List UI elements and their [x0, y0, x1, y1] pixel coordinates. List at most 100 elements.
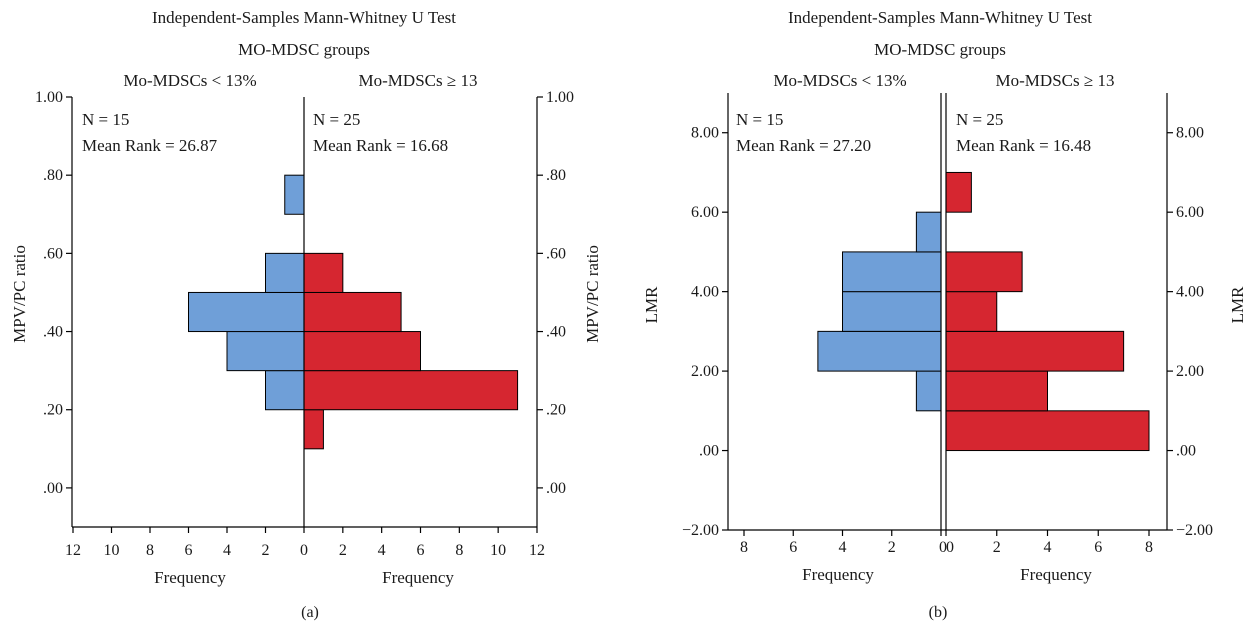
panel-a-right-xlabel: Frequency [382, 568, 454, 587]
panel-b-left-xlabel: Frequency [802, 565, 874, 584]
panel-b-bar-left-3 [842, 291, 942, 332]
panel-a-bar-left-2 [226, 331, 305, 372]
panel-a-bar-left-4 [265, 252, 305, 293]
panel-b-ylabel-left: LMR [642, 286, 661, 324]
panel-b-bars [817, 171, 1150, 452]
panel-a-xtick-label-right-5: 12 [529, 542, 545, 559]
panel-b-ylabel-right: LMR [1228, 286, 1247, 324]
panel-a-xtick-label-left-4: 4 [223, 542, 231, 559]
panel-a-ytick-label-right-2: .40 [546, 324, 566, 341]
panel-b-right-group-label: Mo-MDSCs ≥ 13 [996, 71, 1115, 90]
panel-a-ytick-label-left-3: .60 [43, 245, 63, 262]
panel-a-ytick-label-left-4: .80 [43, 167, 63, 184]
panel-a-bar-right-3 [303, 291, 402, 333]
panel-a-ytick-label-left-2: .40 [43, 324, 63, 341]
panel-a-xtick-label-left-2: 8 [146, 542, 154, 559]
panel-a-left-n: N = 15 [82, 110, 129, 129]
panel-b-ytick-label-left-2: 2.00 [691, 363, 719, 380]
panel-b-ytick-label-left-5: 8.00 [691, 125, 719, 142]
panel-b-bar-left-1 [915, 370, 942, 412]
panel-b-xtick-label-left-1: 6 [789, 539, 797, 556]
panel-b-xtick-label-left-2: 4 [839, 539, 847, 556]
panel-b-ytick-label-right-5: 8.00 [1176, 125, 1204, 142]
panel-a-ylabel-left: MPV/PC ratio [10, 245, 29, 343]
panel-a-ytick-label-left-5: 1.00 [35, 89, 63, 106]
panel-a-xtick-label-right-3: 8 [455, 542, 463, 559]
panel-b-xtick-label-left-3: 2 [888, 539, 896, 556]
panel-a-bar-right-1 [303, 370, 519, 411]
panel-a-bar-right-0 [303, 409, 324, 450]
panel-a-left-xlabel: Frequency [154, 568, 226, 587]
panel-a-ytick-label-right-1: .20 [546, 402, 566, 419]
panel-b-subtitle: MO-MDSC groups [874, 40, 1006, 59]
panel-a-left-mean-rank: Mean Rank = 26.87 [82, 136, 218, 155]
panel-b-bar-right-0 [945, 410, 1150, 452]
panel-a-ytick-label-right-0: .00 [546, 480, 566, 497]
panel-a-xtick-label-right-0: 2 [339, 542, 347, 559]
panel-b-right-xlabel: Frequency [1020, 565, 1092, 584]
panel-a-ytick-label-right-3: .60 [546, 245, 566, 262]
panel-b-xtick-label-right-2: 6 [1094, 539, 1102, 556]
panel-b-xtick-label-center-right: 0 [946, 539, 954, 556]
panel-b-ytick-label-right-4: 6.00 [1176, 204, 1204, 221]
panel-b-bar-right-4 [945, 251, 1023, 293]
panel-a-ytick-label-right-4: .80 [546, 167, 566, 184]
panel-a-bar-left-3 [188, 291, 305, 333]
panel-b-bar-right-1 [945, 370, 1048, 412]
panel-a-bar-right-4 [303, 252, 344, 293]
panel-a-xtick-label-right-4: 10 [490, 542, 506, 559]
panel-a-caption: (a) [301, 604, 319, 621]
panel-b-right-n: N = 25 [956, 110, 1003, 129]
panel-b-xtick-label-center-left: 0 [939, 539, 947, 556]
panel-b-ytick-label-left-0: −2.00 [682, 522, 719, 539]
panel-a-bars [188, 174, 519, 450]
panel-b-bar-right-3 [945, 291, 998, 332]
panel-b-ytick-label-right-1: .00 [1176, 443, 1196, 460]
panel-a-left-group-label: Mo-MDSCs < 13% [123, 71, 256, 90]
panel-a-ytick-label-left-0: .00 [43, 480, 63, 497]
panel-b-xtick-label-right-1: 4 [1044, 539, 1052, 556]
panel-a-xtick-label-left-1: 10 [104, 542, 120, 559]
panel-a-ylabel-right: MPV/PC ratio [583, 245, 602, 343]
panel-a-ytick-label-left-1: .20 [43, 402, 63, 419]
panel-b-xtick-label-right-0: 2 [993, 539, 1001, 556]
panel-a-subtitle: MO-MDSC groups [238, 40, 370, 59]
panel-b-ytick-label-right-3: 4.00 [1176, 284, 1204, 301]
panel-a-xtick-label-left-0: 12 [65, 542, 81, 559]
panel-b-xtick-label-left-0: 8 [740, 539, 748, 556]
panel-b-ytick-label-right-2: 2.00 [1176, 363, 1204, 380]
panel-a-axes: .00 .00 .20 .20 .40 .40 .60 .60 .80 .80 1.00 1.00 12… [35, 89, 574, 559]
panel-a-ytick-label-right-5: 1.00 [546, 89, 574, 106]
panel-b-bar-left-5 [915, 211, 942, 253]
panel-a-xtick-label-right-2: 6 [417, 542, 425, 559]
panel-b-title: Independent-Samples Mann-Whitney U Test [788, 8, 1092, 27]
panel-b-bar-right-2 [945, 330, 1125, 372]
panel-a-xtick-label-center-right: 0 [300, 542, 308, 559]
panel-b-bar-left-4 [842, 251, 942, 293]
panel-b-bar-right-6 [945, 171, 972, 213]
panel-a-xtick-label-left-3: 6 [185, 542, 193, 559]
panel-a-right-group-label: Mo-MDSCs ≥ 13 [359, 71, 478, 90]
panel-a-xtick-label-right-1: 4 [378, 542, 386, 559]
panel-b-ytick-label-left-3: 4.00 [691, 284, 719, 301]
panel-a: Independent-Samples Mann-Whitney U Test … [10, 8, 602, 621]
panel-b-axes: −2.00 −2.00 .00 .00 2.00 2.00 4.00 4.00 6.00 6.00… [682, 93, 1213, 556]
panel-a-bar-left-5 [284, 174, 305, 215]
panel-b-left-group-label: Mo-MDSCs < 13% [773, 71, 906, 90]
panel-a-right-mean-rank: Mean Rank = 16.68 [313, 136, 448, 155]
panel-a-right-n: N = 25 [313, 110, 360, 129]
panel-a-xtick-label-left-5: 2 [262, 542, 270, 559]
panel-a-title: Independent-Samples Mann-Whitney U Test [152, 8, 456, 27]
panel-b-caption: (b) [929, 604, 948, 621]
panel-b-ytick-label-left-1: .00 [699, 443, 719, 460]
panel-b-ytick-label-left-4: 6.00 [691, 204, 719, 221]
panel-a-bar-right-2 [303, 331, 421, 372]
panel-b-left-n: N = 15 [736, 110, 783, 129]
panel-b-left-mean-rank: Mean Rank = 27.20 [736, 136, 871, 155]
panel-b-right-mean-rank: Mean Rank = 16.48 [956, 136, 1091, 155]
panel-a-bar-left-1 [265, 370, 305, 411]
panel-b: Independent-Samples Mann-Whitney U Test … [642, 8, 1247, 621]
panel-b-bar-left-2 [817, 330, 942, 372]
